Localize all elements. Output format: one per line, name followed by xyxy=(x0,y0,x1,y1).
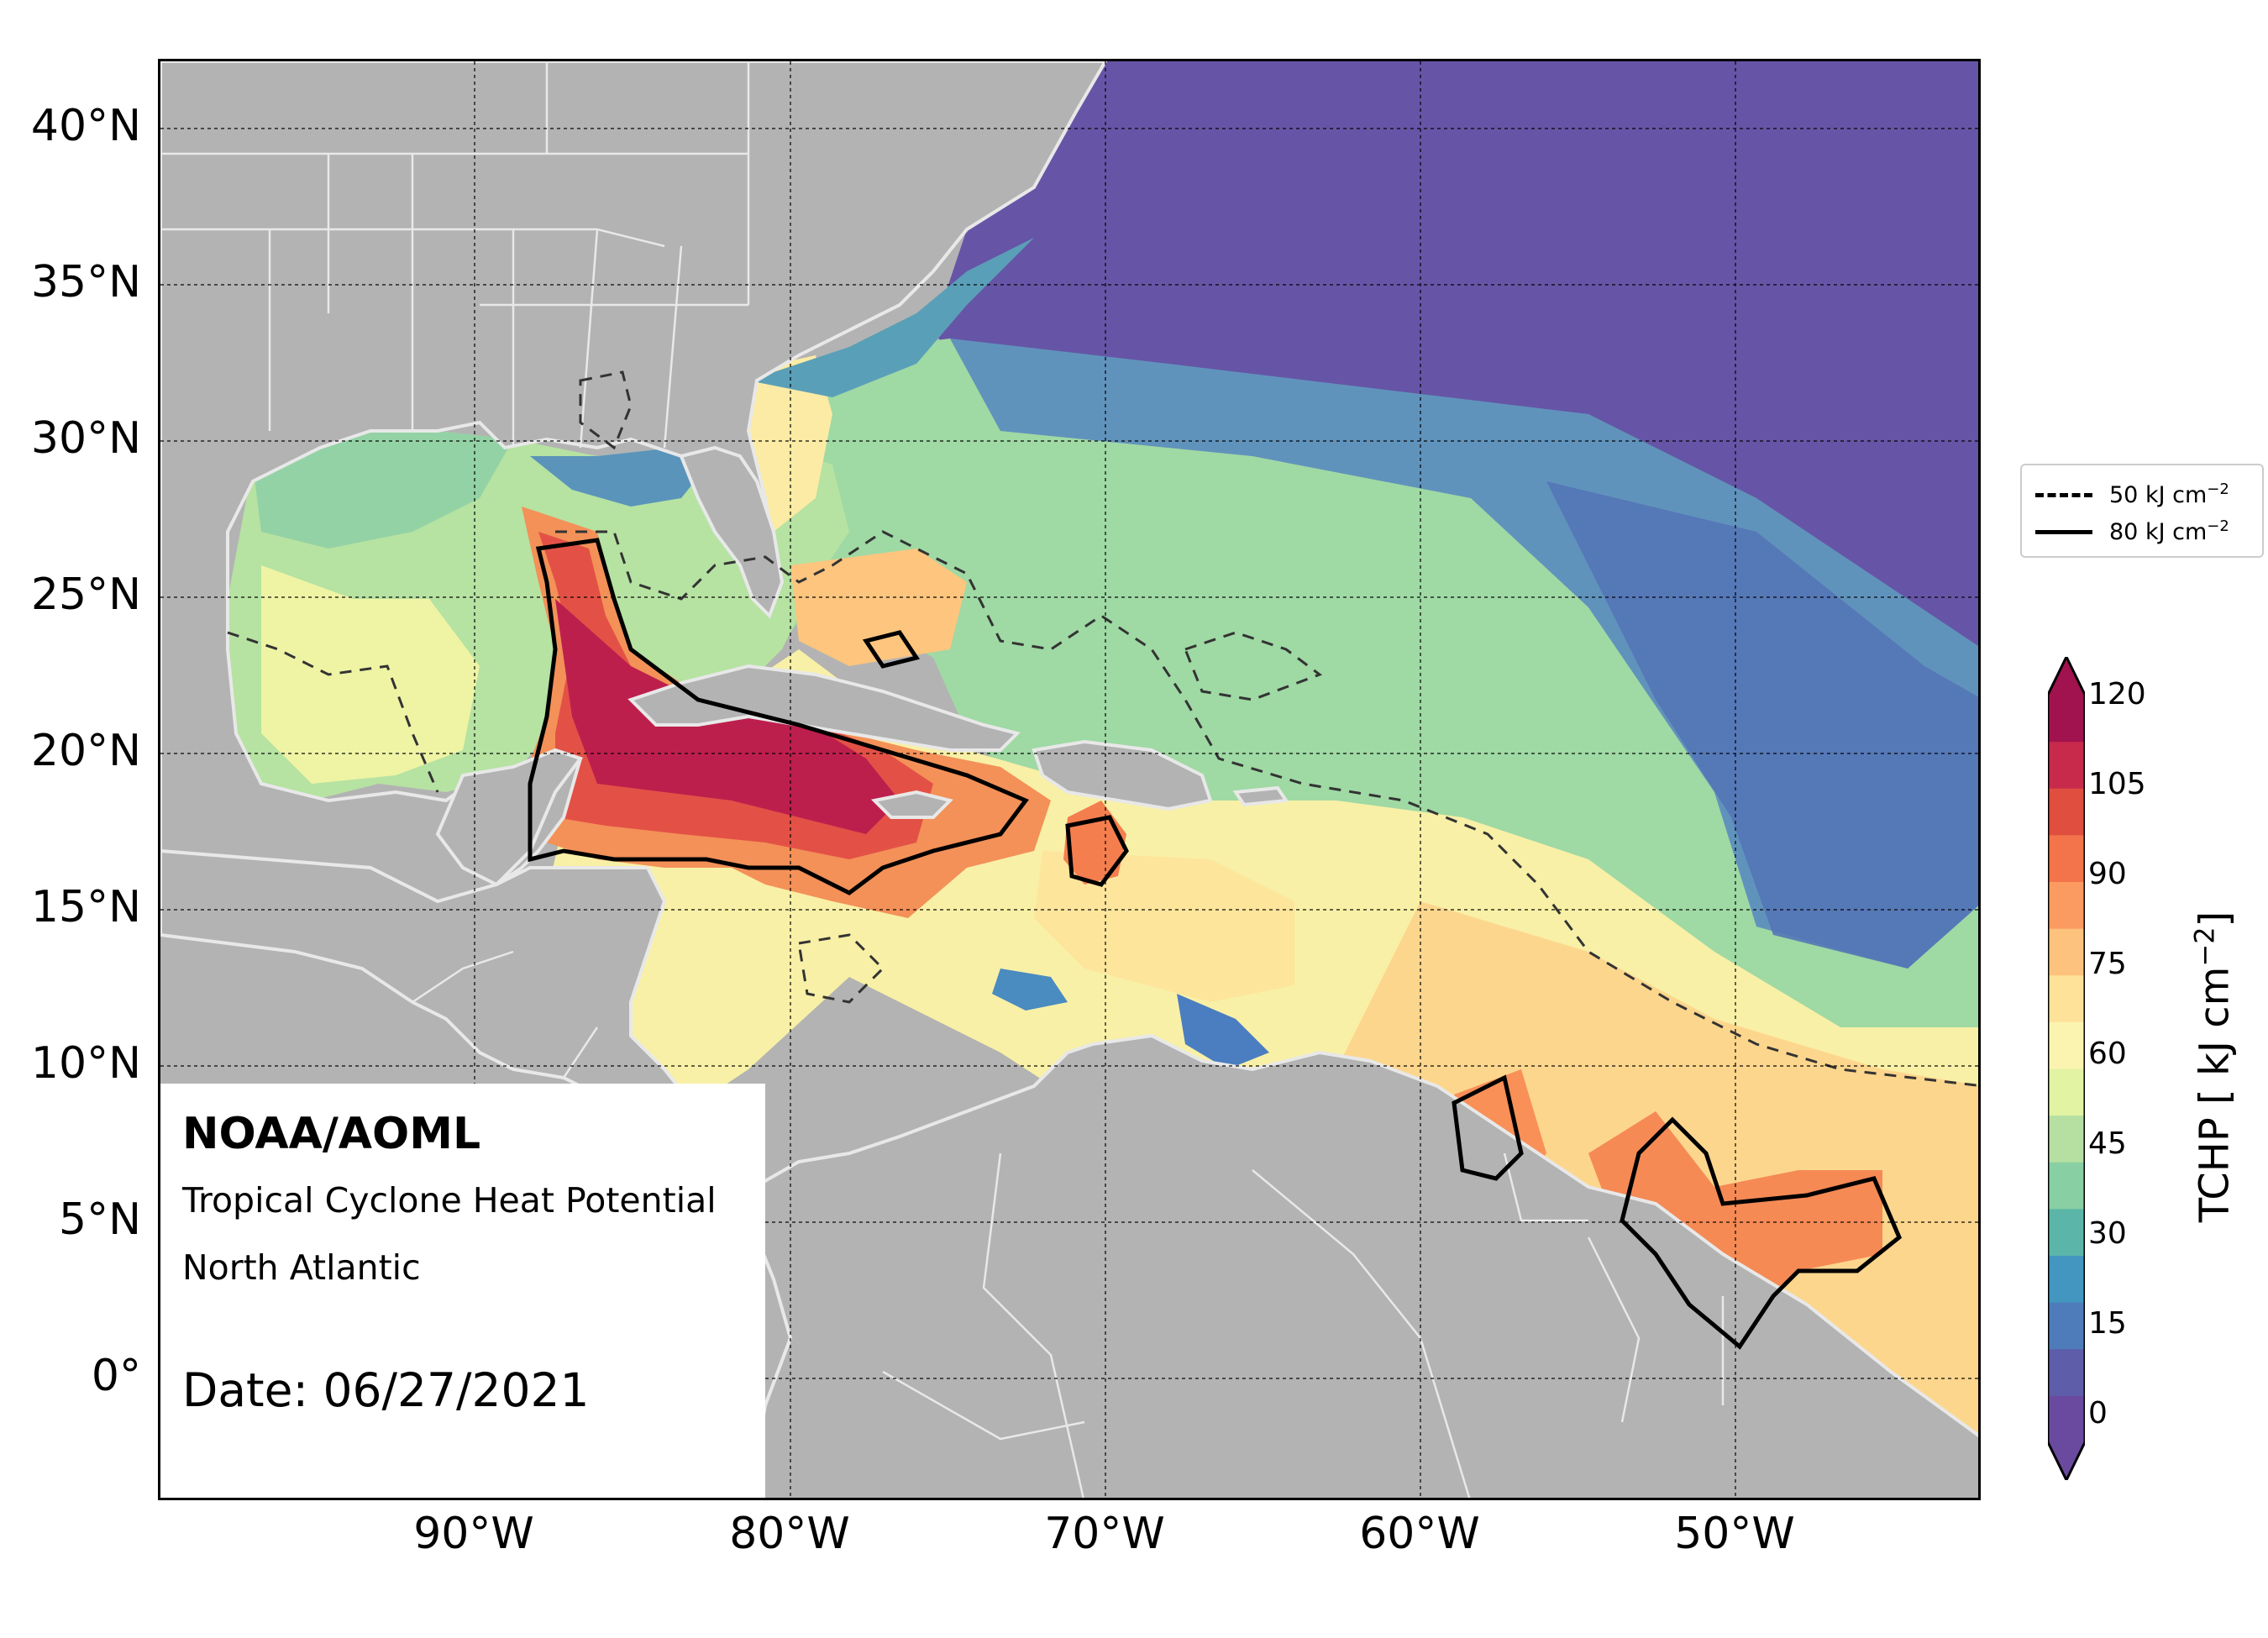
info-panel: NOAA/AOML Tropical Cyclone Heat Potentia… xyxy=(160,1084,765,1498)
colorbar-bands xyxy=(2048,695,2085,1443)
colorbar-band xyxy=(2048,834,2085,882)
cb-tick-15: 15 xyxy=(2088,1306,2127,1341)
solid-line-swatch xyxy=(2035,530,2092,534)
colorbar-band xyxy=(2048,1162,2085,1210)
colorbar-band xyxy=(2048,881,2085,929)
colorbar-band xyxy=(2048,788,2085,836)
colorbar-band xyxy=(2048,741,2085,789)
cb-tick-60: 60 xyxy=(2088,1037,2127,1071)
region-label: North Atlantic xyxy=(182,1247,421,1288)
cb-tick-75: 75 xyxy=(2088,947,2127,981)
product-label: Tropical Cyclone Heat Potential xyxy=(182,1180,717,1221)
legend-label-50: 50 kJ cm−2 xyxy=(2109,480,2229,508)
colorbar-band xyxy=(2048,974,2085,1022)
organization-label: NOAA/AOML xyxy=(182,1109,481,1159)
lat-tick-20: 20°N xyxy=(30,726,141,776)
contour-80 xyxy=(528,538,1903,1350)
lon-tick-50w: 50°W xyxy=(1674,1509,1795,1559)
cb-tick-90: 90 xyxy=(2088,857,2127,891)
lat-tick-5: 5°N xyxy=(59,1194,141,1245)
colorbar-band xyxy=(2048,1068,2085,1116)
cb-tick-30: 30 xyxy=(2088,1216,2127,1251)
cb-tick-120: 120 xyxy=(2088,677,2146,711)
colorbar-band xyxy=(2048,1115,2085,1163)
lat-tick-15: 15°N xyxy=(30,882,141,932)
land-masses xyxy=(160,61,1978,1498)
cb-tick-105: 105 xyxy=(2088,767,2146,801)
colorbar-band xyxy=(2048,1302,2085,1350)
political-borders xyxy=(160,61,1725,1498)
contour-legend: 50 kJ cm−2 80 kJ cm−2 xyxy=(2020,464,2264,558)
lon-tick-70w: 70°W xyxy=(1044,1509,1165,1559)
colorbar-band xyxy=(2048,928,2085,976)
lat-tick-40: 40°N xyxy=(30,101,141,151)
colorbar-band xyxy=(2048,695,2085,743)
cb-tick-0: 0 xyxy=(2088,1396,2108,1431)
lat-tick-0: 0° xyxy=(91,1351,141,1401)
lat-tick-10: 10°N xyxy=(30,1038,141,1089)
lat-tick-35: 35°N xyxy=(30,257,141,307)
colorbar-band xyxy=(2048,1021,2085,1069)
lon-tick-80w: 80°W xyxy=(729,1509,850,1559)
graticule xyxy=(160,61,1978,1498)
dashed-line-swatch xyxy=(2035,493,2092,497)
colorbar-max-arrow xyxy=(2048,657,2085,695)
date-label: Date: 06/27/2021 xyxy=(182,1363,590,1417)
colorbar-band xyxy=(2048,1208,2085,1256)
contour-50 xyxy=(227,370,1978,1087)
colorbar-min-arrow xyxy=(2048,1442,2085,1480)
colorbar-band xyxy=(2048,1255,2085,1303)
colorbar-band xyxy=(2048,1348,2085,1396)
colorbar xyxy=(2048,657,2085,1480)
lat-tick-25: 25°N xyxy=(30,570,141,620)
colorbar-title: TCHP [ kJ cm−2] xyxy=(2188,911,2239,1223)
lon-tick-60w: 60°W xyxy=(1359,1509,1480,1559)
legend-label-80: 80 kJ cm−2 xyxy=(2109,517,2229,545)
colorbar-band xyxy=(2048,1395,2085,1443)
lat-tick-30: 30°N xyxy=(30,413,141,464)
cb-tick-45: 45 xyxy=(2088,1126,2127,1161)
lon-tick-90w: 90°W xyxy=(413,1509,534,1559)
